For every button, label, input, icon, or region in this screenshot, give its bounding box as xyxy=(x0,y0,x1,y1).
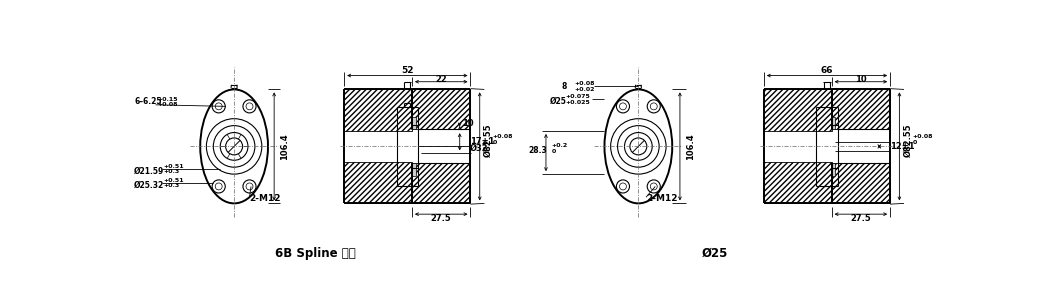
Polygon shape xyxy=(764,162,831,203)
Text: +0.3: +0.3 xyxy=(163,183,180,188)
Text: +0.08: +0.08 xyxy=(157,102,178,107)
Text: +0.08: +0.08 xyxy=(493,134,513,139)
Text: 6B Spline 花键: 6B Spline 花键 xyxy=(274,247,355,260)
Text: 27.5: 27.5 xyxy=(431,214,452,223)
Text: Ø21.59: Ø21.59 xyxy=(135,167,164,176)
Text: 0: 0 xyxy=(552,149,556,154)
Text: 2-M12: 2-M12 xyxy=(646,194,678,203)
Text: Ø82.55: Ø82.55 xyxy=(903,123,912,157)
Text: +0.025: +0.025 xyxy=(565,100,590,105)
Text: Ø25: Ø25 xyxy=(702,247,728,260)
Polygon shape xyxy=(345,162,412,203)
Text: 2-M12: 2-M12 xyxy=(249,194,281,203)
Polygon shape xyxy=(345,89,412,131)
Text: 8: 8 xyxy=(561,82,566,91)
Text: +0.15: +0.15 xyxy=(157,97,178,102)
Text: Ø32: Ø32 xyxy=(470,144,489,152)
Text: 106.4: 106.4 xyxy=(281,133,289,160)
Bar xyxy=(411,117,416,129)
Text: Ø82.55: Ø82.55 xyxy=(483,123,493,157)
Text: +0.51: +0.51 xyxy=(163,164,184,169)
Text: 0: 0 xyxy=(493,140,497,145)
Text: 0: 0 xyxy=(912,140,916,145)
Text: +0.2: +0.2 xyxy=(552,143,568,148)
Text: 22: 22 xyxy=(435,75,447,84)
Text: 6–6.25: 6–6.25 xyxy=(135,97,162,106)
Text: +0.075: +0.075 xyxy=(565,94,590,99)
Text: 10: 10 xyxy=(856,75,867,84)
Text: 52: 52 xyxy=(401,66,414,75)
Text: 10: 10 xyxy=(462,119,474,128)
Text: +0.02: +0.02 xyxy=(575,87,595,92)
Polygon shape xyxy=(764,89,831,131)
Text: +0.08: +0.08 xyxy=(575,81,595,86)
Text: +0.08: +0.08 xyxy=(912,134,933,139)
Bar xyxy=(831,163,836,176)
Text: Ø25.32: Ø25.32 xyxy=(135,180,164,189)
Text: 17±1: 17±1 xyxy=(470,137,494,146)
Text: Ø25: Ø25 xyxy=(550,97,566,106)
Polygon shape xyxy=(831,163,890,203)
Text: 66: 66 xyxy=(821,66,833,75)
Bar xyxy=(831,117,836,129)
Text: +0.3: +0.3 xyxy=(163,169,180,174)
Bar xyxy=(411,163,416,176)
Text: 106.4: 106.4 xyxy=(686,133,695,160)
Polygon shape xyxy=(412,163,471,203)
Text: 12±1: 12±1 xyxy=(890,142,914,151)
Text: 27.5: 27.5 xyxy=(850,214,871,223)
Text: 28.3: 28.3 xyxy=(529,146,547,155)
Polygon shape xyxy=(831,89,890,129)
Polygon shape xyxy=(412,89,471,129)
Text: +0.51: +0.51 xyxy=(163,178,184,183)
